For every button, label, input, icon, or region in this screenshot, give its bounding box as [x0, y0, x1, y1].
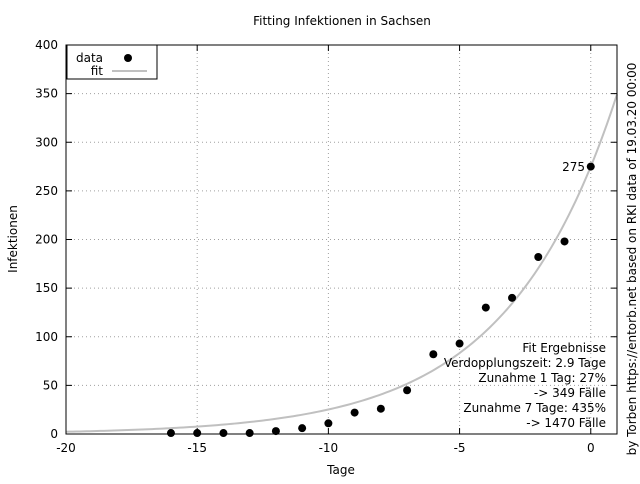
- data-points: [166, 162, 595, 438]
- fit-result-line: Verdopplungszeit: 2.9 Tage: [444, 356, 606, 370]
- data-point: [534, 253, 543, 262]
- data-point: [193, 429, 202, 438]
- tick-label-y: 50: [43, 378, 58, 392]
- tick-label-y: 350: [35, 87, 58, 101]
- data-credit: by Torben https://entorb.net based on RK…: [625, 63, 639, 456]
- data-point: [586, 162, 595, 171]
- tick-label-x: -20: [56, 441, 76, 455]
- tick-label-y: 0: [50, 427, 58, 441]
- legend-label-fit: fit: [91, 64, 104, 78]
- tick-label-y: 150: [35, 281, 58, 295]
- data-point: [350, 408, 359, 417]
- tick-label-x: 0: [587, 441, 595, 455]
- x-axis-label: Tage: [326, 463, 355, 477]
- legend-label-data: data: [76, 51, 103, 65]
- plot-border: [65, 44, 618, 435]
- y-axis-label: Infektionen: [6, 205, 20, 273]
- tick-label-y: 250: [35, 184, 58, 198]
- tick-label-y: 100: [35, 330, 58, 344]
- fit-result-line: Fit Ergebnisse: [522, 341, 606, 355]
- data-point: [455, 339, 464, 348]
- chart-title: Fitting Infektionen in Sachsen: [253, 14, 431, 28]
- data-point: [166, 429, 175, 438]
- tick-label-y: 300: [35, 135, 58, 149]
- data-point: [403, 386, 412, 395]
- tick-label-x: -5: [454, 441, 466, 455]
- fit-curve: [65, 94, 618, 433]
- tick-label-x: -10: [319, 441, 339, 455]
- data-point: [245, 429, 254, 438]
- fit-result-line: Zunahme 7 Tage: 435%: [463, 401, 606, 415]
- data-point: [560, 237, 569, 246]
- fit-result-line: Zunahme 1 Tag: 27%: [478, 371, 606, 385]
- data-point: [219, 429, 228, 438]
- fit-results: Fit Ergebnisse Verdopplungszeit: 2.9 Tag…: [444, 341, 606, 430]
- axis-ticks: 0 50 100 150 200 250 300 350 400 -20 -15 -10 -5 0: [35, 38, 617, 455]
- data-point: [481, 303, 490, 312]
- data-point: [324, 419, 333, 428]
- tick-label-y: 200: [35, 233, 58, 247]
- grid: [66, 45, 617, 434]
- tick-label-y: 400: [35, 38, 58, 52]
- data-point: [508, 293, 517, 302]
- data-point: [429, 350, 438, 359]
- legend-marker-data: [124, 54, 132, 62]
- legend-box: [66, 44, 158, 80]
- point-label: 275: [562, 160, 585, 174]
- tick-label-x: -15: [187, 441, 207, 455]
- fit-result-line: -> 349 Fälle: [534, 386, 606, 400]
- data-point: [376, 404, 385, 413]
- legend: data fit: [66, 44, 158, 80]
- data-point: [298, 424, 307, 433]
- fit-result-line: -> 1470 Fälle: [526, 416, 606, 430]
- data-point: [271, 427, 280, 436]
